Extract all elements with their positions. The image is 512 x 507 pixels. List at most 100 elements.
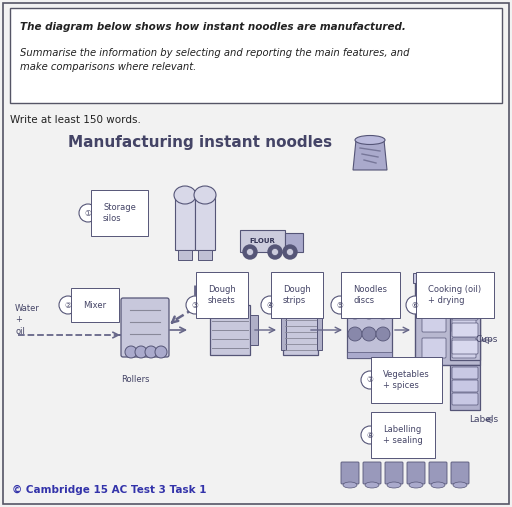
Circle shape — [406, 296, 424, 314]
Circle shape — [361, 371, 379, 389]
FancyBboxPatch shape — [452, 393, 478, 405]
Circle shape — [362, 327, 376, 341]
Text: Dough
strips: Dough strips — [283, 285, 311, 305]
Circle shape — [261, 296, 279, 314]
Circle shape — [271, 248, 279, 256]
Text: ⑦: ⑦ — [367, 376, 373, 384]
Circle shape — [376, 327, 390, 341]
FancyBboxPatch shape — [452, 367, 478, 379]
FancyBboxPatch shape — [341, 462, 359, 484]
Text: Noodles
discs: Noodles discs — [353, 285, 387, 305]
Ellipse shape — [387, 482, 401, 488]
FancyBboxPatch shape — [452, 340, 478, 354]
Text: make comparisons where relevant.: make comparisons where relevant. — [20, 62, 196, 72]
FancyBboxPatch shape — [422, 338, 446, 358]
Circle shape — [135, 346, 147, 358]
Text: ②: ② — [65, 301, 72, 309]
FancyBboxPatch shape — [452, 338, 476, 358]
Ellipse shape — [431, 482, 445, 488]
Text: ⑥: ⑥ — [412, 301, 418, 309]
Ellipse shape — [343, 482, 357, 488]
Text: Write at least 150 words.: Write at least 150 words. — [10, 115, 141, 125]
FancyBboxPatch shape — [121, 298, 169, 357]
Text: ⑤: ⑤ — [336, 301, 344, 309]
Ellipse shape — [174, 186, 196, 204]
FancyBboxPatch shape — [10, 8, 502, 103]
FancyBboxPatch shape — [450, 365, 480, 410]
Text: Dough
sheets: Dough sheets — [208, 285, 236, 305]
Ellipse shape — [365, 482, 379, 488]
FancyBboxPatch shape — [422, 312, 446, 332]
FancyBboxPatch shape — [452, 380, 478, 392]
Circle shape — [361, 426, 379, 444]
FancyBboxPatch shape — [347, 352, 392, 358]
Circle shape — [268, 245, 282, 259]
FancyBboxPatch shape — [413, 273, 482, 283]
FancyBboxPatch shape — [451, 462, 469, 484]
Circle shape — [287, 248, 293, 256]
FancyBboxPatch shape — [175, 195, 195, 250]
FancyBboxPatch shape — [281, 310, 286, 350]
Ellipse shape — [194, 186, 216, 204]
Circle shape — [59, 296, 77, 314]
Circle shape — [348, 327, 362, 341]
Text: Rollers: Rollers — [121, 375, 150, 384]
FancyBboxPatch shape — [285, 233, 303, 252]
FancyBboxPatch shape — [385, 462, 403, 484]
Circle shape — [145, 346, 157, 358]
FancyBboxPatch shape — [452, 286, 476, 306]
Circle shape — [243, 245, 257, 259]
Circle shape — [186, 296, 204, 314]
Circle shape — [348, 305, 362, 319]
FancyBboxPatch shape — [3, 3, 509, 504]
FancyBboxPatch shape — [240, 230, 285, 252]
Circle shape — [246, 248, 253, 256]
Text: The diagram below shows how instant noodles are manufactured.: The diagram below shows how instant nood… — [20, 22, 406, 32]
FancyBboxPatch shape — [452, 306, 478, 320]
Text: Vegetables
+ spices: Vegetables + spices — [383, 370, 430, 390]
FancyBboxPatch shape — [178, 250, 192, 260]
Polygon shape — [353, 140, 387, 170]
FancyBboxPatch shape — [198, 250, 212, 260]
Circle shape — [79, 204, 97, 222]
Text: Water
+
oil: Water + oil — [15, 304, 40, 336]
Text: FLOUR: FLOUR — [249, 238, 275, 244]
Text: Cups: Cups — [476, 336, 498, 344]
Text: ⑧: ⑧ — [367, 430, 373, 440]
Text: Mixer: Mixer — [83, 301, 106, 309]
Text: ④: ④ — [267, 301, 273, 309]
Text: Summarise the information by selecting and reporting the main features, and: Summarise the information by selecting a… — [20, 48, 410, 58]
Ellipse shape — [409, 482, 423, 488]
Circle shape — [331, 296, 349, 314]
FancyBboxPatch shape — [347, 300, 392, 358]
Text: Labelling
+ sealing: Labelling + sealing — [383, 425, 423, 445]
Circle shape — [376, 305, 390, 319]
FancyBboxPatch shape — [415, 280, 480, 365]
Circle shape — [283, 245, 297, 259]
Text: ①: ① — [84, 208, 92, 218]
Text: Storage
silos: Storage silos — [103, 203, 136, 223]
FancyBboxPatch shape — [452, 323, 478, 337]
FancyBboxPatch shape — [250, 315, 258, 345]
FancyBboxPatch shape — [452, 312, 476, 332]
Text: Labels: Labels — [469, 416, 498, 424]
Circle shape — [125, 346, 137, 358]
Circle shape — [155, 346, 167, 358]
FancyBboxPatch shape — [407, 462, 425, 484]
Circle shape — [362, 305, 376, 319]
Text: Manufacturing instant noodles: Manufacturing instant noodles — [68, 135, 332, 150]
FancyBboxPatch shape — [210, 305, 250, 355]
Ellipse shape — [453, 482, 467, 488]
FancyBboxPatch shape — [429, 462, 447, 484]
FancyBboxPatch shape — [195, 195, 215, 250]
Ellipse shape — [355, 135, 385, 144]
FancyBboxPatch shape — [450, 285, 480, 360]
FancyBboxPatch shape — [363, 462, 381, 484]
FancyBboxPatch shape — [452, 289, 478, 303]
FancyBboxPatch shape — [317, 310, 322, 350]
Text: © Cambridge 15 AC Test 3 Task 1: © Cambridge 15 AC Test 3 Task 1 — [12, 485, 206, 495]
Text: Cooking (oil)
+ drying: Cooking (oil) + drying — [428, 285, 481, 305]
Text: ③: ③ — [191, 301, 199, 309]
FancyBboxPatch shape — [422, 286, 446, 306]
FancyBboxPatch shape — [283, 305, 318, 355]
